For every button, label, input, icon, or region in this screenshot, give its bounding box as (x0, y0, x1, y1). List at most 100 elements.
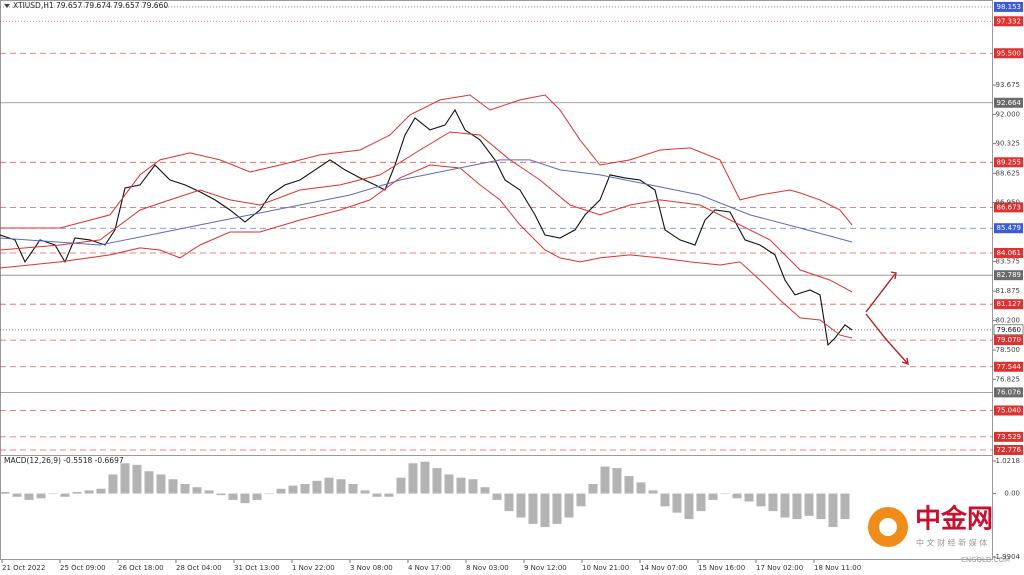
x-tick-label: 10 Nov 21:00 (582, 564, 629, 572)
macd-bar (696, 493, 706, 512)
level-box (994, 299, 1023, 310)
macd-bar (492, 493, 502, 500)
macd-bar (540, 493, 550, 528)
level-box (994, 202, 1023, 213)
indicator-line (0, 164, 853, 339)
macd-bar (408, 463, 418, 494)
level-label: 73.529 (997, 433, 1022, 441)
macd-bar (444, 474, 454, 494)
macd-bar (60, 493, 70, 497)
macd-bar (252, 493, 262, 500)
watermark-name: 中金网 (915, 504, 993, 535)
macd-bar (96, 488, 106, 494)
macd-bar (324, 477, 334, 494)
level-label: 72.776 (997, 446, 1022, 454)
macd-bar (312, 480, 322, 494)
level-label: 75.040 (997, 406, 1022, 414)
level-label: 95.500 (997, 49, 1022, 57)
x-tick-label: 31 Oct 13:00 (234, 564, 280, 572)
macd-bar (264, 493, 274, 495)
macd-bar (816, 493, 826, 520)
watermark-logo-inner (879, 518, 897, 536)
macd-bar (12, 493, 22, 497)
macd-bar (336, 479, 346, 494)
macd-bar (48, 493, 58, 495)
macd-bar (288, 485, 298, 494)
indicator-line (0, 159, 853, 246)
macd-bar (744, 493, 754, 502)
macd-bar (612, 468, 622, 494)
macd-bar (216, 493, 226, 496)
level-label: 82.789 (997, 271, 1022, 279)
y-tick-label: 93.675 (996, 81, 1021, 89)
macd-bar (648, 490, 658, 494)
arrow-up-head (890, 271, 897, 280)
macd-bar (756, 493, 766, 507)
level-label: 86.673 (997, 203, 1022, 211)
macd-bar (768, 493, 778, 512)
level-label: 76.076 (997, 388, 1022, 396)
macd-bar (132, 464, 142, 494)
macd-bar (792, 493, 802, 520)
macd-bar (144, 471, 154, 494)
level-box (994, 16, 1023, 27)
macd-bar (456, 477, 466, 494)
macd-bar (828, 493, 838, 528)
y-tick-label: 76.825 (996, 375, 1021, 383)
macd-bar (228, 493, 238, 500)
indicator-line (0, 94, 853, 229)
macd-bar (180, 484, 190, 494)
macd-bar (516, 493, 526, 518)
macd-bar (600, 466, 610, 494)
watermark-site: CNGOLD.COM (961, 556, 1010, 564)
macd-bar (108, 474, 118, 494)
chart-title: XTIUSD,H1 79.657 79.674 79.657 79.660 (13, 1, 168, 10)
level-box (994, 361, 1023, 372)
macd-bar (204, 490, 214, 494)
y-tick-label: 80.200 (996, 316, 1021, 324)
macd-bar (192, 487, 202, 494)
macd-bar (840, 493, 850, 520)
macd-bar (348, 484, 358, 494)
level-box (994, 1, 1023, 12)
level-label: 92.664 (997, 99, 1022, 107)
macd-bar (360, 490, 370, 494)
y-tick-label: 78.500 (996, 346, 1021, 354)
x-tick-label: 28 Oct 04:00 (176, 564, 222, 572)
macd-bar (432, 468, 442, 494)
level-box (994, 48, 1023, 59)
y-tick-label: 1.0218 (996, 457, 1021, 465)
macd-bar (420, 461, 430, 494)
macd-bar (480, 487, 490, 494)
x-tick-label: 17 Nov 02:00 (756, 564, 803, 572)
level-box (994, 270, 1023, 281)
watermark: 中金网 中 文 财 经 新 媒 体 CNGOLD.COM (868, 504, 1010, 564)
macd-bar (372, 493, 382, 497)
y-tick-label: 0.00 (1004, 490, 1020, 498)
level-label: 81.127 (997, 300, 1022, 308)
x-tick-label: 25 Oct 09:00 (60, 564, 106, 572)
level-box (993, 324, 1024, 336)
macd-bar (660, 493, 670, 507)
macd-bar (384, 493, 394, 497)
macd-bar (240, 493, 250, 504)
macd-bar (804, 493, 814, 516)
arrow-down (865, 313, 909, 365)
level-box (994, 223, 1023, 234)
macd-bar (720, 493, 730, 495)
level-box (994, 431, 1023, 442)
watermark-slogan: 中 文 财 经 新 媒 体 (916, 538, 987, 548)
x-tick-label: 18 Nov 11:00 (814, 564, 861, 572)
x-tick-label: 1 Nov 22:00 (292, 564, 335, 572)
macd-bar (24, 493, 34, 500)
y-tick-label: 83.575 (996, 257, 1021, 265)
y-tick-label: -1.9904 (993, 553, 1021, 561)
macd-bar (504, 493, 514, 512)
y-tick-label: 81.875 (996, 287, 1021, 295)
level-label: 84.061 (997, 249, 1022, 257)
x-tick-label: 15 Nov 16:00 (698, 564, 745, 572)
level-box (994, 387, 1023, 398)
macd-bar (84, 490, 94, 494)
